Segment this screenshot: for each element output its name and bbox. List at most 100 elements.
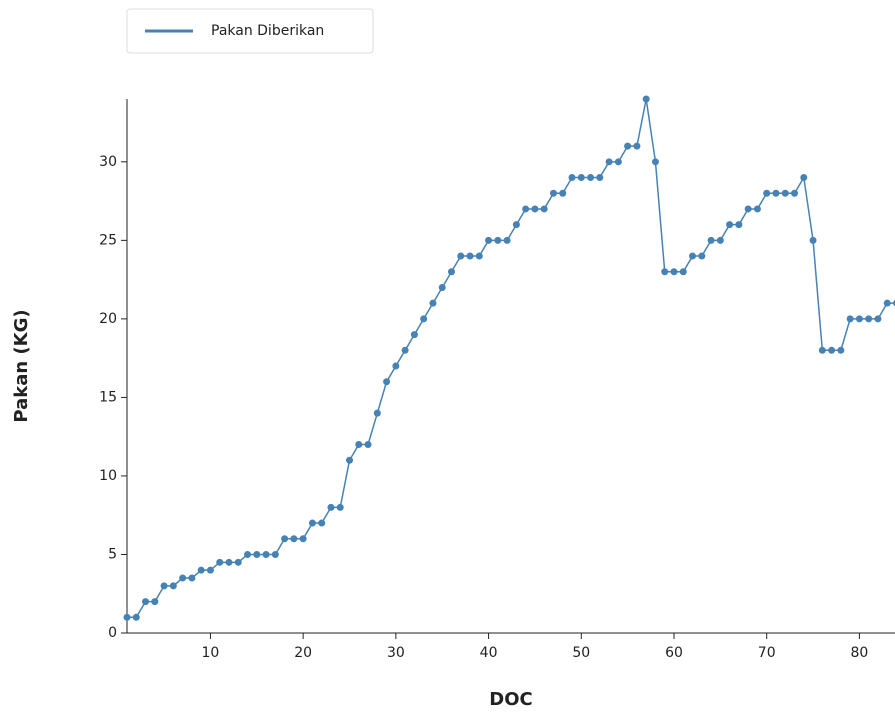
point	[587, 174, 595, 182]
point	[485, 236, 493, 244]
legend-box	[126, 8, 374, 54]
point	[503, 236, 511, 244]
point	[651, 158, 659, 166]
x-tick-label: 50	[572, 645, 590, 661]
y-tick-label: 20	[99, 311, 117, 327]
point	[364, 441, 372, 449]
point	[169, 582, 177, 590]
point	[188, 574, 196, 582]
point	[410, 331, 418, 339]
y-tick-label: 0	[108, 625, 117, 641]
point	[420, 315, 428, 323]
point	[225, 558, 233, 566]
point	[577, 174, 585, 182]
point	[614, 158, 622, 166]
point	[346, 456, 354, 464]
point	[549, 189, 557, 197]
y-tick-label: 25	[99, 232, 117, 248]
point	[271, 550, 279, 558]
y-axis-title: Pakan (KG)	[11, 309, 32, 422]
point	[522, 205, 530, 213]
point	[336, 503, 344, 511]
point	[318, 519, 326, 527]
point	[605, 158, 613, 166]
point	[846, 315, 854, 323]
line	[127, 98, 895, 619]
point	[132, 613, 140, 621]
point	[123, 613, 131, 621]
point	[707, 236, 715, 244]
point	[670, 268, 678, 276]
point	[327, 503, 335, 511]
x-tick-label: 10	[202, 645, 220, 661]
point	[197, 566, 205, 574]
point	[179, 574, 187, 582]
x-axis-title: DOC	[489, 689, 532, 710]
point	[689, 252, 697, 260]
point	[679, 268, 687, 276]
point	[466, 252, 474, 260]
point	[596, 174, 604, 182]
point	[781, 189, 789, 197]
point	[753, 205, 761, 213]
point	[457, 252, 465, 260]
point	[373, 409, 381, 417]
point	[698, 252, 706, 260]
point	[883, 299, 891, 307]
point	[438, 283, 446, 291]
legend: Pakan Diberikan	[126, 8, 374, 54]
point	[216, 558, 224, 566]
point	[828, 346, 836, 354]
point	[281, 535, 289, 543]
point	[512, 221, 520, 229]
point	[726, 221, 734, 229]
point	[206, 566, 214, 574]
point	[818, 346, 826, 354]
point	[355, 441, 363, 449]
point	[253, 550, 261, 558]
point	[568, 174, 576, 182]
point	[299, 535, 307, 543]
y-tick-label: 15	[99, 389, 117, 405]
point	[244, 550, 252, 558]
point	[401, 346, 409, 354]
point	[772, 189, 780, 197]
y-tick-label: 30	[99, 154, 117, 170]
x-tick-label: 80	[851, 645, 869, 661]
x-tick-label: 40	[480, 645, 498, 661]
point	[494, 236, 502, 244]
x-tick-label: 60	[665, 645, 683, 661]
point	[791, 189, 799, 197]
point	[744, 205, 752, 213]
point	[447, 268, 455, 276]
point	[531, 205, 539, 213]
point	[855, 315, 863, 323]
point	[429, 299, 437, 307]
point	[308, 519, 316, 527]
point	[874, 315, 882, 323]
point	[624, 142, 632, 150]
x-tick-label: 30	[387, 645, 405, 661]
point	[160, 582, 168, 590]
point	[559, 189, 567, 197]
point	[716, 236, 724, 244]
point	[735, 221, 743, 229]
point	[383, 378, 391, 386]
point	[661, 268, 669, 276]
point	[151, 598, 159, 606]
x-tick-label: 70	[758, 645, 776, 661]
point	[475, 252, 483, 260]
y-tick-label: 10	[99, 468, 117, 484]
point	[763, 189, 771, 197]
point	[809, 236, 817, 244]
point	[142, 598, 150, 606]
point	[290, 535, 298, 543]
point	[262, 550, 270, 558]
point	[392, 362, 400, 370]
point	[837, 346, 845, 354]
point	[633, 142, 641, 150]
point	[540, 205, 548, 213]
point	[800, 174, 808, 182]
point	[642, 95, 650, 103]
